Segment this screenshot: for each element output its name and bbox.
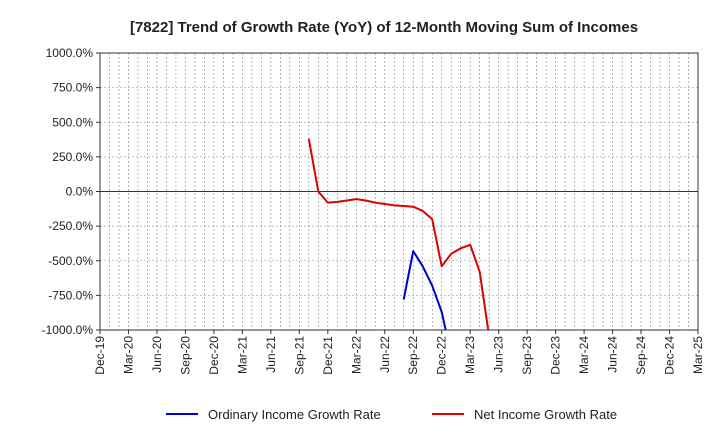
y-tick-label: 0.0% (66, 185, 94, 199)
x-tick-label: Dec-21 (321, 336, 335, 375)
x-tick-label: Dec-23 (549, 336, 563, 375)
y-axis-ticks: 1000.0% 750.0% 500.0% 250.0% 0.0% -250.0% -500… (42, 46, 100, 337)
chart-title: [7822] Trend of Growth Rate (YoY) of 12-… (130, 19, 638, 36)
x-tick-label: Dec-24 (663, 336, 677, 375)
legend-label: Net Income Growth Rate (474, 407, 617, 422)
legend: Ordinary Income Growth Rate Net Income Gr… (166, 407, 617, 422)
y-tick-label: -1000.0% (42, 323, 94, 337)
x-tick-label: Mar-21 (235, 336, 249, 374)
x-axis-ticks: Dec-19 Mar-20 Jun-20 Sep-20 Dec-20 Mar-21 Jun-… (93, 330, 705, 375)
x-tick-label: Jun-22 (378, 336, 392, 373)
x-tick-label: Sep-21 (292, 336, 306, 375)
legend-label: Ordinary Income Growth Rate (208, 407, 381, 422)
x-tick-label: Dec-19 (93, 336, 107, 375)
x-tick-label: Jun-21 (264, 336, 278, 373)
x-tick-label: Mar-23 (463, 336, 477, 374)
y-tick-label: 750.0% (52, 81, 93, 95)
x-tick-label: Jun-24 (606, 336, 620, 373)
y-tick-label: -250.0% (48, 219, 93, 233)
x-tick-label: Dec-22 (435, 336, 449, 375)
x-tick-label: Sep-22 (406, 336, 420, 375)
x-tick-label: Mar-25 (691, 336, 705, 374)
x-tick-label: Sep-20 (178, 336, 192, 375)
y-tick-label: 500.0% (52, 115, 93, 129)
x-tick-label: Mar-22 (349, 336, 363, 374)
series-layer (307, 138, 490, 330)
x-tick-label: Sep-24 (634, 336, 648, 375)
x-tick-label: Jun-20 (150, 336, 164, 373)
y-tick-label: 250.0% (52, 150, 93, 164)
x-tick-label: Jun-23 (492, 336, 506, 373)
y-tick-label: 1000.0% (46, 46, 94, 60)
y-tick-label: -750.0% (48, 288, 93, 302)
y-tick-label: -500.0% (48, 254, 93, 268)
x-tick-label: Mar-20 (121, 336, 135, 374)
x-tick-label: Dec-20 (207, 336, 221, 375)
x-tick-label: Mar-24 (577, 336, 591, 374)
series-line (402, 250, 447, 330)
series-line (307, 138, 490, 330)
x-tick-label: Sep-23 (520, 336, 534, 375)
